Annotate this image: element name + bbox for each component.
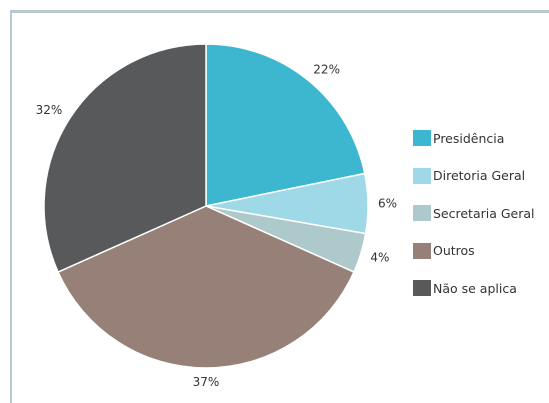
pie-slice-n-o-se-aplica (43, 43, 207, 274)
legend-swatch (413, 205, 431, 221)
legend-item: Diretoria Geral (413, 166, 535, 186)
slice-value-label: 32% (36, 103, 63, 117)
slice-value-label: 6% (378, 196, 397, 210)
legend-item: Secretaria Geral (413, 203, 535, 223)
legend-label: Secretaria Geral (433, 205, 535, 221)
frame-left-border (10, 10, 12, 403)
legend-swatch (413, 130, 431, 146)
legend-item: Outros (413, 241, 535, 261)
legend: Presidência Diretoria Geral Secretaria Ger… (413, 128, 535, 316)
legend-label: Diretoria Geral (433, 168, 526, 183)
legend-swatch (413, 280, 431, 296)
legend-label: Presidência (433, 130, 505, 146)
slice-value-label: 22% (313, 63, 340, 77)
legend-item: Presidência (413, 128, 535, 148)
legend-item: Não se aplica (413, 278, 535, 298)
slice-value-label: 4% (370, 250, 389, 264)
pie-slice-outros (57, 205, 355, 369)
legend-swatch (413, 242, 431, 259)
legend-swatch (413, 167, 431, 184)
slice-value-label: 37% (193, 375, 220, 389)
legend-label: Não se aplica (433, 280, 517, 296)
frame-top-border (10, 10, 549, 13)
legend-label: Outros (433, 243, 475, 258)
pie-slice-presid-ncia (205, 43, 366, 207)
